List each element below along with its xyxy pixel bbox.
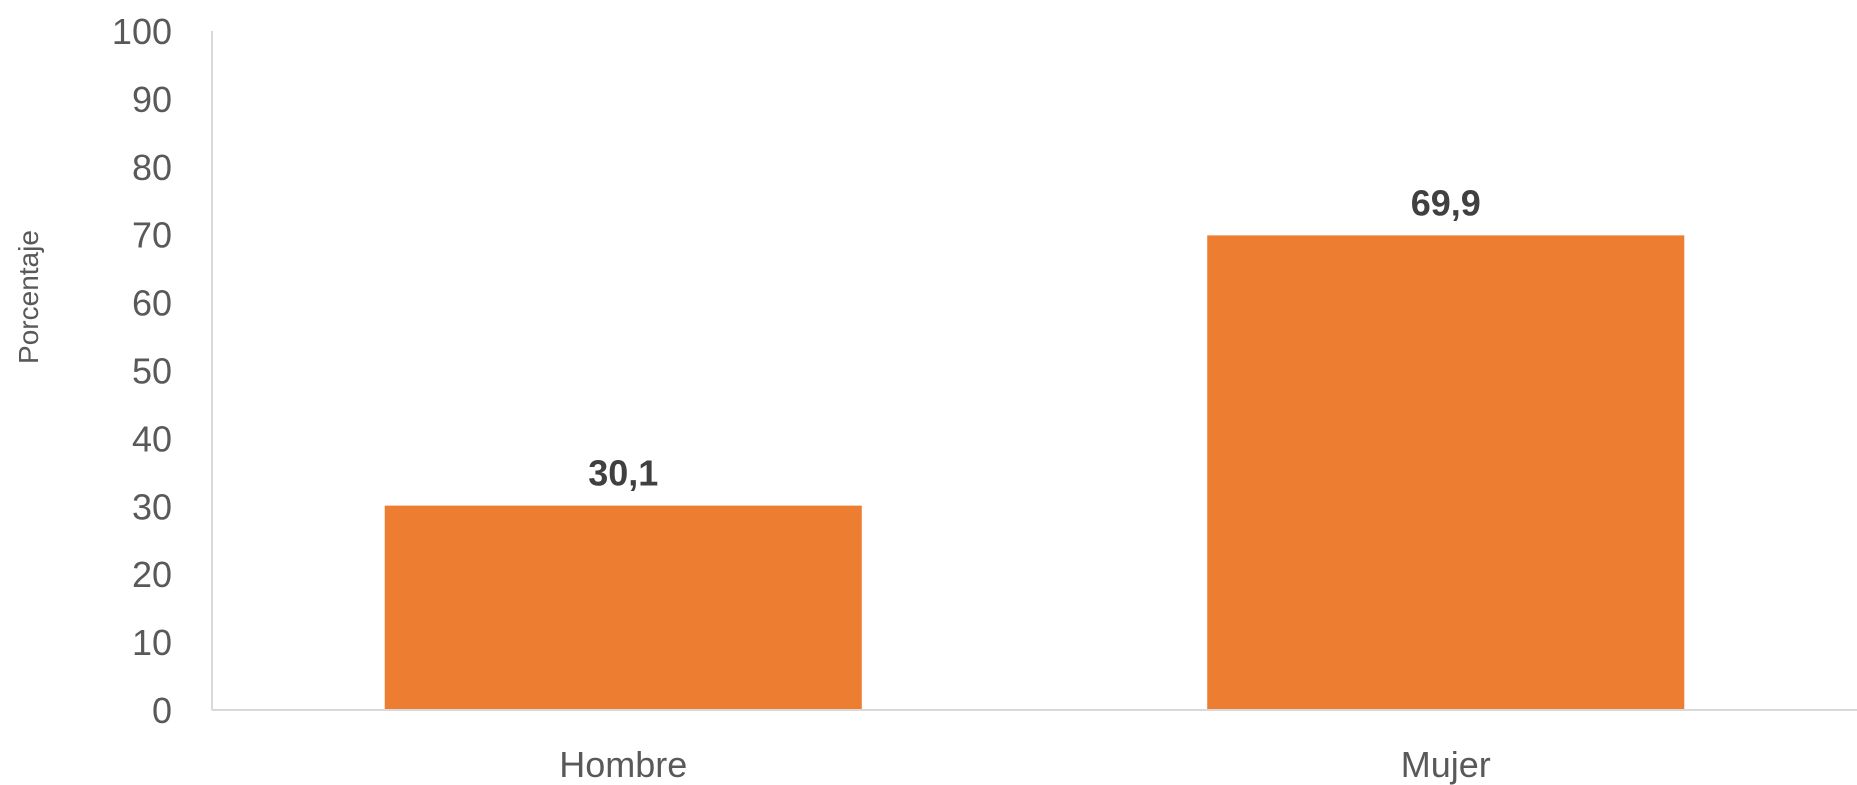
y-tick-label: 90 — [132, 79, 172, 120]
y-axis-title: Porcentaje — [13, 230, 44, 364]
data-labels: 30,1 69,9 — [588, 182, 1481, 493]
data-label: 69,9 — [1411, 182, 1481, 223]
x-tick-label: Hombre — [559, 744, 687, 785]
y-tick-label: 60 — [132, 283, 172, 324]
y-tick-label: 100 — [112, 11, 172, 52]
y-tick-label: 40 — [132, 418, 172, 459]
y-tick-label: 0 — [152, 690, 172, 731]
y-tick-label: 50 — [132, 351, 172, 392]
bar-mujer — [1207, 235, 1685, 710]
y-tick-label: 30 — [132, 486, 172, 527]
data-label: 30,1 — [588, 453, 658, 494]
y-tick-label: 10 — [132, 622, 172, 663]
y-axis-ticks: 0 10 20 30 40 50 60 70 80 90 100 — [112, 11, 172, 731]
y-tick-label: 70 — [132, 215, 172, 256]
x-tick-label: Mujer — [1401, 744, 1491, 785]
x-axis-labels: Hombre Mujer — [559, 744, 1491, 785]
bar-hombre — [384, 505, 862, 710]
bars — [384, 235, 1685, 710]
y-tick-label: 20 — [132, 554, 172, 595]
y-tick-label: 80 — [132, 147, 172, 188]
